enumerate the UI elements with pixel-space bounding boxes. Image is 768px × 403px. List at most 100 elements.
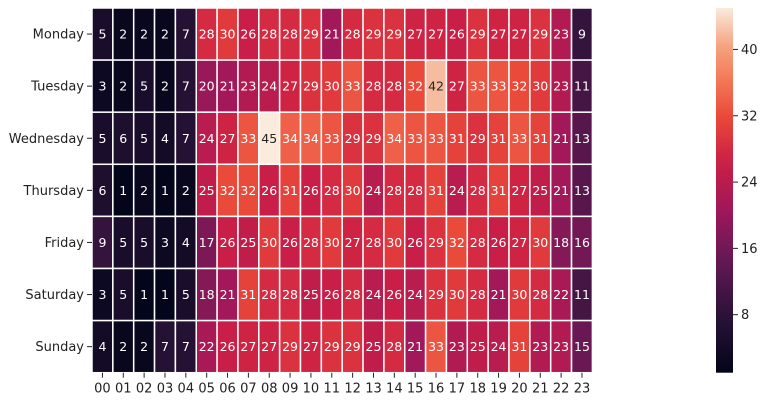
cell-value-label: 26 xyxy=(282,235,298,250)
cell-value-label: 24 xyxy=(261,79,277,94)
cell-value-label: 29 xyxy=(532,27,548,42)
cell-value-label: 18 xyxy=(553,235,569,250)
cell-value-label: 27 xyxy=(240,339,256,354)
cell-value-label: 23 xyxy=(553,79,569,94)
x-tick-label: 07 xyxy=(240,382,257,397)
y-tick-label: Thursday xyxy=(23,184,85,199)
x-tick-label: 05 xyxy=(198,382,215,397)
x-tick-label: 06 xyxy=(219,382,236,397)
cell-value-label: 9 xyxy=(98,235,106,250)
cell-value-label: 28 xyxy=(366,79,382,94)
cell-value-label: 25 xyxy=(470,339,486,354)
cell-value-label: 32 xyxy=(240,183,256,198)
cell-value-label: 5 xyxy=(140,131,148,146)
cell-value-label: 26 xyxy=(491,235,507,250)
cell-value-label: 33 xyxy=(345,79,361,94)
cell-value-label: 26 xyxy=(240,27,256,42)
cell-value-label: 7 xyxy=(182,79,190,94)
cell-value-label: 5 xyxy=(182,287,190,302)
cell-value-label: 27 xyxy=(407,27,423,42)
cell-value-label: 45 xyxy=(261,131,277,146)
cell-value-label: 25 xyxy=(532,183,548,198)
cell-value-label: 32 xyxy=(511,79,527,94)
cell-value-label: 26 xyxy=(324,287,340,302)
cell-value-label: 2 xyxy=(140,339,148,354)
cell-value-label: 27 xyxy=(345,235,361,250)
cell-value-label: 24 xyxy=(491,339,507,354)
cell-value-label: 30 xyxy=(511,287,527,302)
cell-value-label: 24 xyxy=(366,287,382,302)
x-tick-label: 22 xyxy=(553,382,570,397)
cell-value-label: 34 xyxy=(303,131,319,146)
x-tick-label: 17 xyxy=(449,382,466,397)
cell-value-label: 32 xyxy=(449,235,465,250)
cell-value-label: 24 xyxy=(366,183,382,198)
cell-value-label: 28 xyxy=(345,27,361,42)
cell-value-label: 2 xyxy=(182,183,190,198)
cell-value-label: 5 xyxy=(98,27,106,42)
x-tick-label: 08 xyxy=(261,382,278,397)
cell-value-label: 29 xyxy=(470,27,486,42)
cell-value-label: 28 xyxy=(324,183,340,198)
cell-value-label: 2 xyxy=(119,339,127,354)
cell-value-label: 26 xyxy=(449,27,465,42)
cell-value-label: 1 xyxy=(140,287,148,302)
cell-value-label: 28 xyxy=(470,287,486,302)
cell-value-label: 28 xyxy=(345,287,361,302)
cell-value-label: 3 xyxy=(98,287,106,302)
cell-value-label: 26 xyxy=(386,287,402,302)
cell-value-label: 26 xyxy=(303,183,319,198)
cell-value-label: 23 xyxy=(240,79,256,94)
cell-value-label: 27 xyxy=(428,27,444,42)
cell-value-label: 32 xyxy=(407,79,423,94)
cell-value-label: 29 xyxy=(303,79,319,94)
cell-value-label: 33 xyxy=(240,131,256,146)
cell-value-label: 24 xyxy=(407,287,423,302)
colorbar-tick-label: 16 xyxy=(741,242,758,257)
cell-value-label: 27 xyxy=(511,235,527,250)
cell-value-label: 18 xyxy=(199,287,215,302)
cell-value-label: 1 xyxy=(161,287,169,302)
cell-value-label: 25 xyxy=(366,339,382,354)
cell-value-label: 3 xyxy=(161,235,169,250)
cell-value-label: 11 xyxy=(574,79,590,94)
x-tick-label: 18 xyxy=(469,382,486,397)
cell-value-label: 34 xyxy=(282,131,298,146)
cell-value-label: 28 xyxy=(470,235,486,250)
cell-value-label: 2 xyxy=(161,79,169,94)
cell-value-label: 33 xyxy=(511,131,527,146)
cell-value-label: 28 xyxy=(303,235,319,250)
cell-value-label: 13 xyxy=(574,183,590,198)
cell-value-label: 5 xyxy=(98,131,106,146)
cell-value-label: 6 xyxy=(119,131,127,146)
cell-value-label: 5 xyxy=(119,287,127,302)
cell-value-label: 29 xyxy=(303,27,319,42)
cell-value-label: 28 xyxy=(261,287,277,302)
cell-value-label: 23 xyxy=(532,339,548,354)
cell-value-label: 7 xyxy=(182,339,190,354)
cell-value-label: 6 xyxy=(98,183,106,198)
cell-value-label: 29 xyxy=(366,131,382,146)
x-tick-label: 14 xyxy=(386,382,403,397)
cell-value-label: 2 xyxy=(140,183,148,198)
cell-value-label: 1 xyxy=(161,183,169,198)
cell-value-label: 31 xyxy=(449,131,465,146)
cell-value-label: 7 xyxy=(161,339,169,354)
cell-value-label: 27 xyxy=(282,79,298,94)
cell-value-label: 33 xyxy=(407,131,423,146)
colorbar-tick-label: 32 xyxy=(741,109,758,124)
cell-value-label: 29 xyxy=(345,131,361,146)
cell-value-label: 31 xyxy=(282,183,298,198)
cell-value-label: 21 xyxy=(491,287,507,302)
cell-value-label: 33 xyxy=(470,79,486,94)
colorbar: 8 16 24 32 40 xyxy=(716,8,758,373)
cell-value-label: 28 xyxy=(282,27,298,42)
cell-value-label: 23 xyxy=(449,339,465,354)
cell-value-label: 21 xyxy=(220,79,236,94)
y-tick-label: Tuesday xyxy=(30,80,84,95)
x-tick-label: 13 xyxy=(365,382,382,397)
cell-value-label: 30 xyxy=(324,79,340,94)
x-tick-label: 03 xyxy=(157,382,174,397)
cell-value-label: 28 xyxy=(407,183,423,198)
cell-value-label: 28 xyxy=(199,27,215,42)
